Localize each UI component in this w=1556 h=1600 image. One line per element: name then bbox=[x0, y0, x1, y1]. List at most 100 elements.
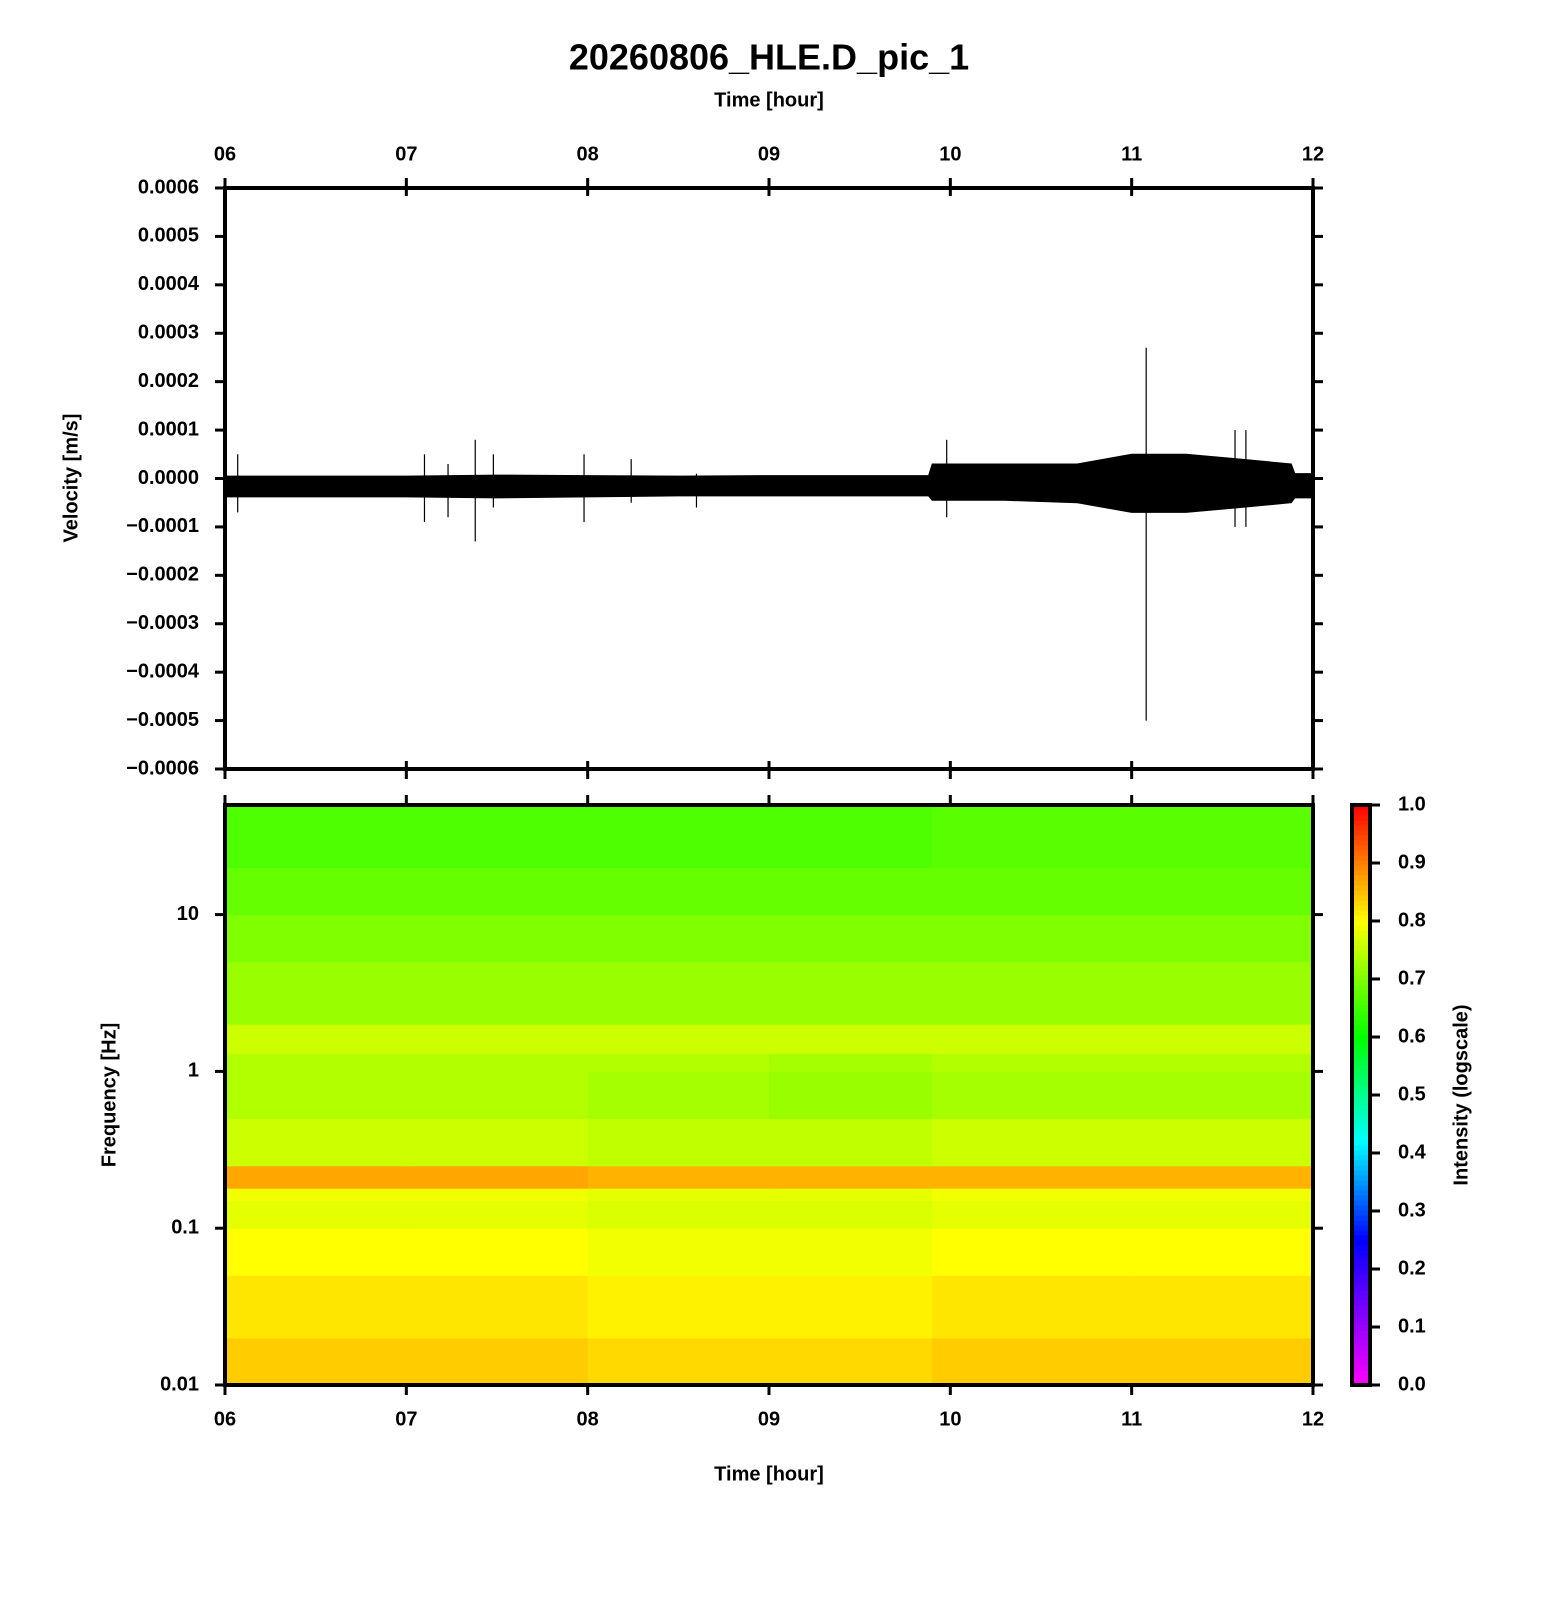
colorbar-swatch bbox=[1352, 1155, 1370, 1161]
spectrogram-cell bbox=[932, 1275, 1133, 1339]
colorbar-swatch bbox=[1352, 1125, 1370, 1131]
spectrogram-cell bbox=[1131, 1200, 1314, 1229]
colorbar-swatch bbox=[1352, 1040, 1370, 1046]
spectrogram-cell bbox=[587, 1024, 770, 1055]
colorbar-swatch bbox=[1352, 1310, 1370, 1316]
plot-frame bbox=[223, 186, 1315, 771]
spectrogram-cell bbox=[225, 1165, 407, 1189]
colorbar-tick-label: 0.6 bbox=[1398, 1025, 1426, 1047]
y-tick-label: 0.0003 bbox=[138, 322, 199, 344]
spectrogram-cell bbox=[225, 1337, 407, 1386]
colorbar-swatch bbox=[1352, 1285, 1370, 1291]
spectrogram-cell bbox=[1131, 914, 1314, 963]
spectrogram-cell bbox=[769, 1118, 933, 1167]
spectrogram-cell bbox=[1131, 1053, 1314, 1072]
spectrogram-cell bbox=[587, 1200, 770, 1229]
colorbar-swatch bbox=[1352, 1325, 1370, 1331]
colorbar-swatch bbox=[1352, 1120, 1370, 1126]
colorbar-frame bbox=[1350, 803, 1372, 1387]
colorbar-swatch bbox=[1352, 895, 1370, 901]
colorbar-swatch bbox=[1352, 1275, 1370, 1281]
x-tick-label: 08 bbox=[577, 1408, 599, 1430]
spectrogram-cell bbox=[1131, 1228, 1314, 1276]
spectrogram-cell bbox=[587, 1053, 770, 1072]
colorbar-swatch bbox=[1352, 940, 1370, 946]
spectrogram-cell bbox=[225, 914, 407, 963]
x-tick-label: 12 bbox=[1302, 143, 1324, 165]
spectrogram-cell bbox=[587, 1228, 770, 1276]
spectrogram-cell bbox=[587, 914, 770, 963]
colorbar-swatch bbox=[1352, 995, 1370, 1001]
spectrogram-cell bbox=[932, 1337, 1133, 1386]
x-tick-label: 10 bbox=[939, 143, 961, 165]
colorbar-swatch bbox=[1352, 1290, 1370, 1296]
colorbar-swatch bbox=[1352, 1145, 1370, 1151]
colorbar-swatch bbox=[1352, 1140, 1370, 1146]
colorbar-tick-label: 0.7 bbox=[1398, 967, 1426, 989]
colorbar-swatch bbox=[1352, 1025, 1370, 1031]
colorbar-swatch bbox=[1352, 975, 1370, 981]
colorbar-swatch bbox=[1352, 1335, 1370, 1341]
y-tick-label: 0.0004 bbox=[138, 273, 200, 295]
colorbar-swatch bbox=[1352, 1165, 1370, 1171]
x-axis-label: Time [hour] bbox=[714, 1463, 824, 1485]
colorbar-swatch bbox=[1352, 835, 1370, 841]
spectrogram-cell bbox=[225, 1118, 407, 1167]
colorbar-swatch bbox=[1352, 1305, 1370, 1311]
colorbar-swatch bbox=[1352, 1190, 1370, 1196]
colorbar-swatch bbox=[1352, 855, 1370, 861]
colorbar-swatch bbox=[1352, 1220, 1370, 1226]
y-tick-label: 0.01 bbox=[160, 1373, 199, 1395]
colorbar-swatch bbox=[1352, 825, 1370, 831]
spectrogram-cell bbox=[769, 1337, 933, 1386]
colorbar-swatch bbox=[1352, 1200, 1370, 1206]
spectrogram-cell bbox=[225, 1024, 407, 1055]
spectrogram-cell bbox=[587, 961, 770, 1025]
colorbar-swatch bbox=[1352, 1235, 1370, 1241]
y-tick-label: −0.0002 bbox=[126, 564, 199, 586]
spectrogram-cell bbox=[406, 914, 589, 963]
colorbar-swatch bbox=[1352, 1000, 1370, 1006]
colorbar-swatch bbox=[1352, 950, 1370, 956]
colorbar-swatch bbox=[1352, 1300, 1370, 1306]
colorbar-swatch bbox=[1352, 970, 1370, 976]
colorbar-swatch bbox=[1352, 915, 1370, 921]
colorbar-swatch bbox=[1352, 1375, 1370, 1381]
colorbar-tick-label: 0.2 bbox=[1398, 1257, 1426, 1279]
colorbar-swatch bbox=[1352, 1245, 1370, 1251]
y-tick-label: −0.0003 bbox=[126, 612, 199, 634]
spectrogram-cell bbox=[769, 1275, 933, 1339]
colorbar-tick-label: 0.8 bbox=[1398, 909, 1426, 931]
spectrogram-cell bbox=[932, 914, 1133, 963]
spectrogram-cell bbox=[406, 1053, 589, 1072]
spectrogram-cell bbox=[932, 1024, 1133, 1055]
colorbar-swatch bbox=[1352, 1055, 1370, 1061]
y-tick-label: −0.0004 bbox=[126, 660, 200, 682]
spectrogram-cell bbox=[587, 805, 770, 868]
spectrogram-cell bbox=[769, 1165, 933, 1189]
y-tick-label: 10 bbox=[177, 903, 199, 925]
colorbar-swatch bbox=[1352, 1150, 1370, 1156]
colorbar-tick-label: 0.4 bbox=[1398, 1141, 1427, 1163]
spectrogram-cell bbox=[932, 1053, 1133, 1072]
colorbar-swatch bbox=[1352, 960, 1370, 966]
x-tick-label: 08 bbox=[577, 143, 599, 165]
colorbar-swatch bbox=[1352, 935, 1370, 941]
colorbar-swatch bbox=[1352, 980, 1370, 986]
colorbar-swatch bbox=[1352, 1250, 1370, 1256]
colorbar-swatch bbox=[1352, 1060, 1370, 1066]
spectrogram-cell bbox=[769, 1053, 933, 1072]
colorbar-swatch bbox=[1352, 1370, 1370, 1376]
spectrogram-cell bbox=[932, 1165, 1133, 1189]
colorbar-swatch bbox=[1352, 925, 1370, 931]
colorbar-swatch bbox=[1352, 920, 1370, 926]
colorbar-swatch bbox=[1352, 1080, 1370, 1086]
x-tick-label: 07 bbox=[395, 143, 417, 165]
spectrogram-cell bbox=[1131, 1071, 1314, 1120]
y-axis-label: Frequency [Hz] bbox=[98, 1023, 120, 1167]
colorbar-swatch bbox=[1352, 1355, 1370, 1361]
colorbar-swatch bbox=[1352, 1005, 1370, 1011]
x-tick-label: 12 bbox=[1302, 1408, 1324, 1430]
spectrogram-cell bbox=[225, 961, 407, 1025]
